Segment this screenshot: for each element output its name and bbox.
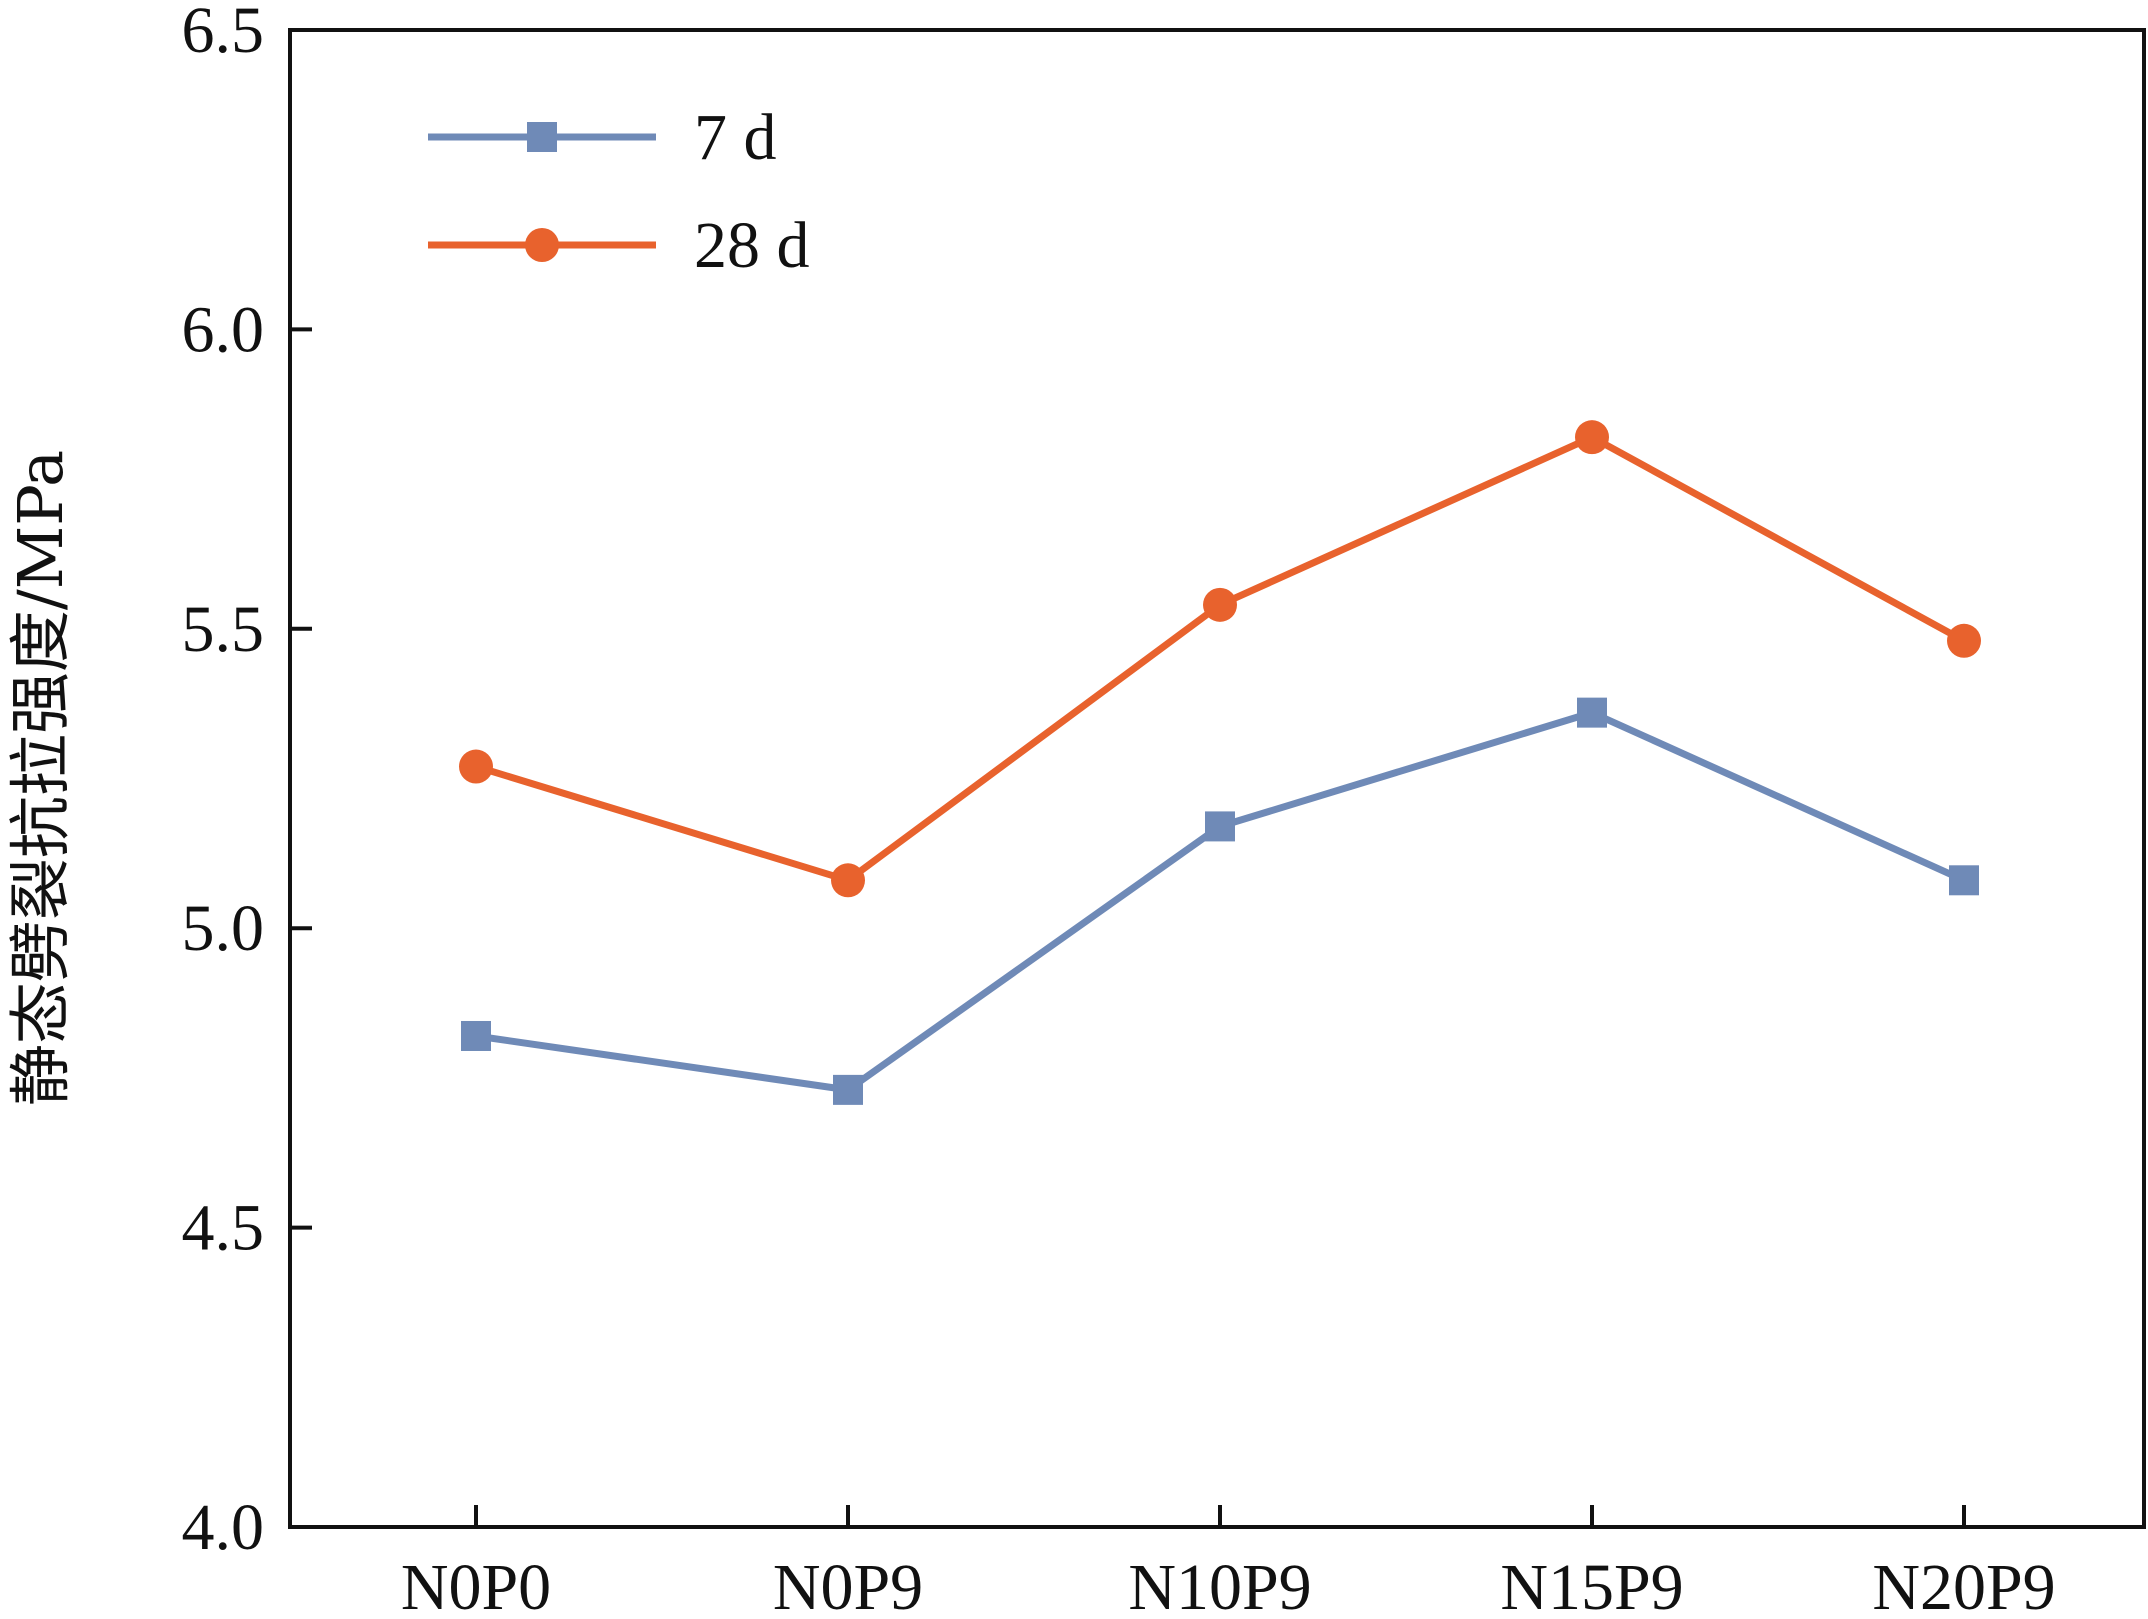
legend-label-28d: 28 d <box>694 209 810 282</box>
series-line-7d <box>475 709 1966 1094</box>
y-tick-label: 5.0 <box>182 892 265 965</box>
x-axis-ticks: N0P0 N0P9 N10P9 N15P9 N20P9 <box>401 1505 2056 1619</box>
y-axis-label: 静态劈裂抗拉强度/MPa <box>4 450 77 1106</box>
x-tick-label: N15P9 <box>1500 1551 1683 1619</box>
legend-label-7d: 7 d <box>694 101 777 174</box>
y-tick-label: 6.0 <box>182 293 265 366</box>
legend: 7 d 28 d <box>428 101 810 282</box>
y-tick-label: 5.5 <box>182 593 265 666</box>
data-point-7d <box>833 1074 863 1105</box>
data-point-7d <box>1205 811 1235 842</box>
x-tick-label: N10P9 <box>1128 1551 1311 1619</box>
y-tick-label: 4.0 <box>182 1491 265 1564</box>
data-point-7d <box>1577 697 1607 728</box>
plot-frame <box>288 28 2146 1529</box>
x-tick-label: N0P0 <box>401 1551 551 1619</box>
x-tick-label: N20P9 <box>1872 1551 2055 1619</box>
y-axis-ticks: 4.0 4.5 5.0 5.5 6.0 6.5 <box>182 0 312 1564</box>
data-point-28d <box>831 863 865 898</box>
x-tick-label: N0P9 <box>773 1551 923 1619</box>
data-point-7d <box>1949 865 1979 896</box>
y-tick-label: 4.5 <box>182 1192 265 1265</box>
data-point-28d <box>459 749 493 784</box>
data-point-28d <box>1575 420 1609 455</box>
data-point-7d <box>461 1020 491 1051</box>
y-tick-label: 6.5 <box>182 0 265 67</box>
legend-marker-7d <box>527 122 557 152</box>
data-point-28d <box>1947 623 1981 658</box>
data-point-28d <box>1203 587 1237 622</box>
series-layer <box>459 420 1981 1105</box>
legend-marker-28d <box>525 228 559 262</box>
